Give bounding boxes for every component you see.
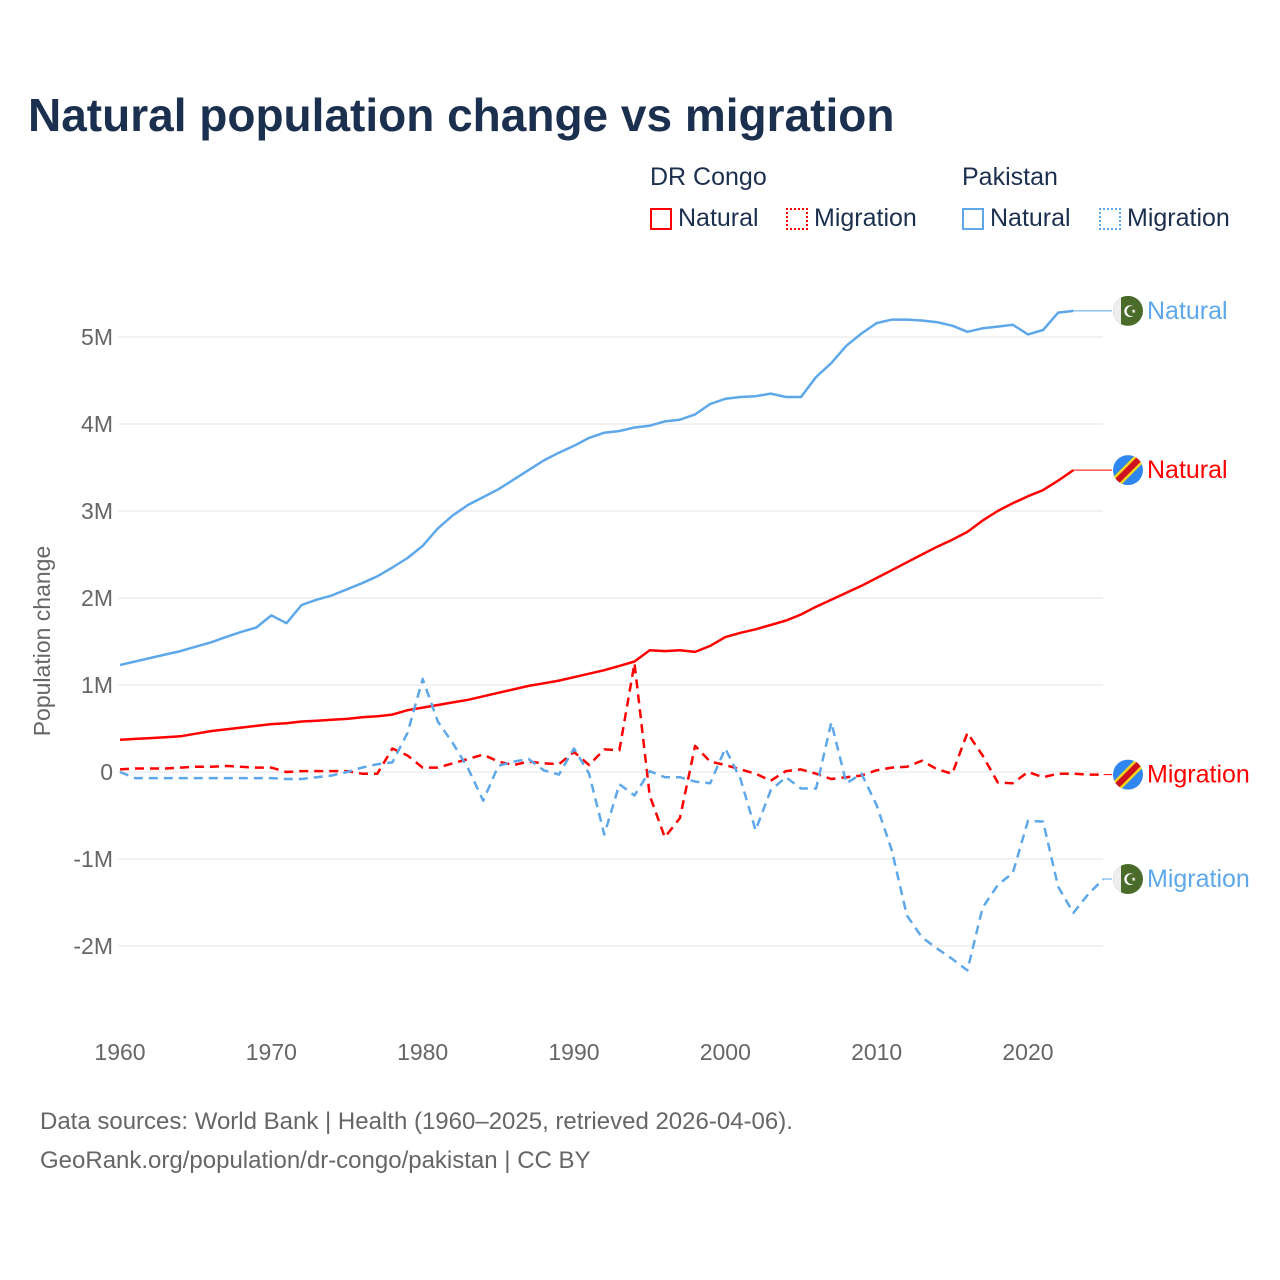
x-tick-label: 2000 xyxy=(700,1039,751,1065)
footer-link[interactable]: GeoRank.org/population/dr-congo/pakistan… xyxy=(40,1147,591,1174)
x-tick-label: 2010 xyxy=(851,1039,902,1065)
dr-congo-flag-icon xyxy=(1113,455,1143,486)
series-line-pakistan-migration xyxy=(119,677,1105,972)
legend-group-dr-congo: DR Congo xyxy=(650,163,767,191)
y-tick-label: 0 xyxy=(100,759,113,785)
x-tick-label: 1960 xyxy=(94,1039,145,1065)
y-tick-label: 3M xyxy=(81,498,113,524)
end-label: Migration xyxy=(1147,865,1250,893)
legend-item-pakistan-migration[interactable]: Migration xyxy=(1099,204,1230,233)
legend-group-pakistan: Pakistan xyxy=(962,163,1058,191)
y-tick-label: 1M xyxy=(81,672,113,698)
series-line-dr-congo-natural xyxy=(119,469,1075,742)
dr-congo-flag-icon xyxy=(1113,759,1143,790)
legend-swatch xyxy=(786,207,808,230)
x-tick-label: 1970 xyxy=(246,1039,297,1065)
legend-swatch xyxy=(650,207,672,230)
legend-label: Natural xyxy=(990,204,1071,232)
y-tick-label: 4M xyxy=(81,411,113,437)
legend-item-drc-migration[interactable]: Migration xyxy=(786,204,917,233)
y-axis-label: Population change xyxy=(29,546,55,737)
x-tick-label: 2020 xyxy=(1002,1039,1053,1065)
y-tick-label: -2M xyxy=(73,933,113,959)
pakistan-flag-icon: ☪ xyxy=(1113,864,1143,895)
legend-label: Natural xyxy=(678,204,759,232)
legend-label: Migration xyxy=(1127,204,1230,232)
svg-text:☪: ☪ xyxy=(1123,304,1137,321)
x-tick-label: 1990 xyxy=(548,1039,599,1065)
svg-text:☪: ☪ xyxy=(1123,872,1137,889)
legend-item-pakistan-natural[interactable]: Natural xyxy=(962,204,1071,233)
x-tick-label: 1980 xyxy=(397,1039,448,1065)
chart-title: Natural population change vs migration xyxy=(28,89,895,141)
legend-swatch xyxy=(962,207,984,230)
y-tick-label: -1M xyxy=(73,846,113,872)
footer-sources: Data sources: World Bank | Health (1960–… xyxy=(40,1108,793,1135)
y-tick-label: 5M xyxy=(81,324,113,350)
series-line-pakistan-natural xyxy=(119,309,1074,667)
y-tick-label: 2M xyxy=(81,585,113,611)
pakistan-flag-icon: ☪ xyxy=(1113,295,1143,326)
series-line-dr-congo-migration xyxy=(119,662,1104,839)
legend-label: Migration xyxy=(814,204,917,232)
legend-item-drc-natural[interactable]: Natural xyxy=(650,204,759,233)
end-label: Migration xyxy=(1147,761,1250,789)
end-label: Natural xyxy=(1147,456,1228,484)
legend-swatch xyxy=(1099,207,1121,230)
end-label: Natural xyxy=(1147,297,1228,325)
